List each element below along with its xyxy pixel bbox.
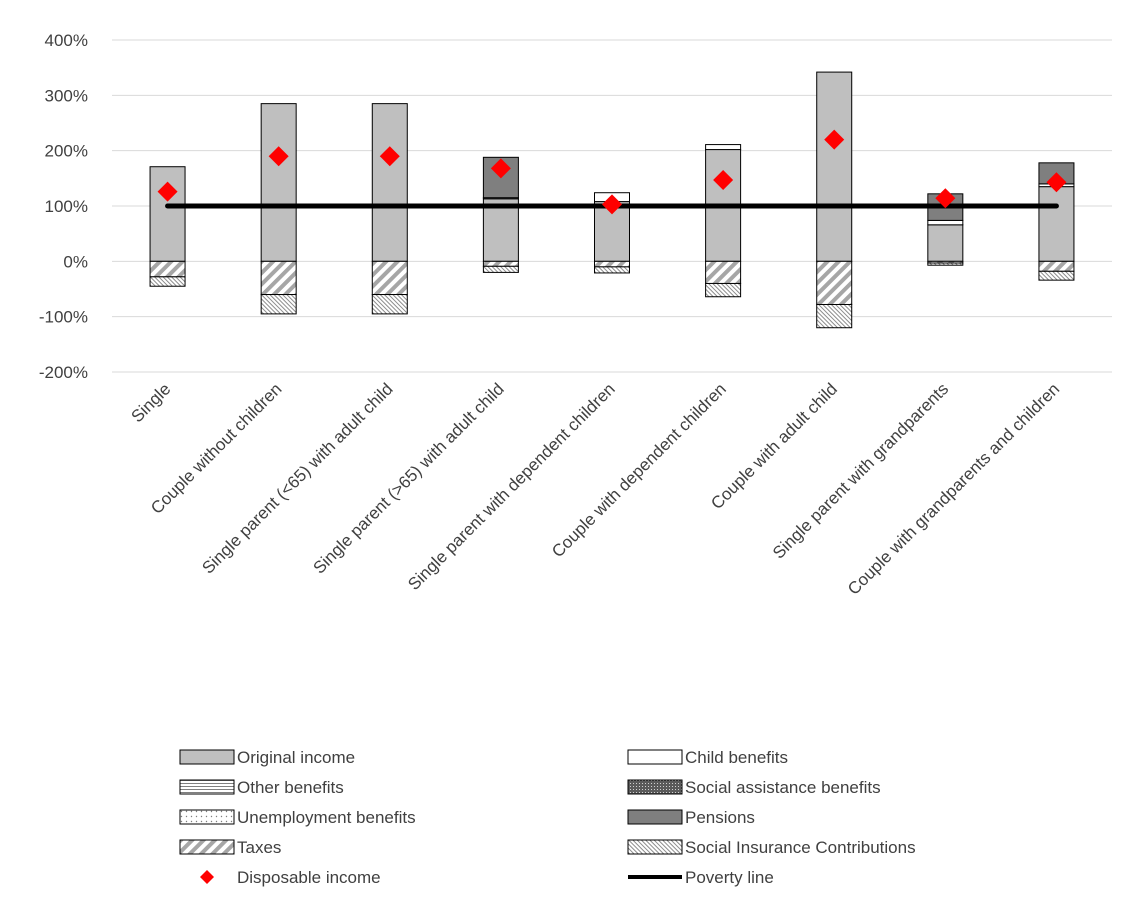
legend-swatch — [179, 809, 235, 825]
legend-item-original: Original income — [179, 748, 355, 767]
legend-swatch — [179, 749, 235, 765]
legend-swatch — [627, 749, 683, 765]
disposable-income-marker — [379, 146, 400, 167]
x-tick-label: Couple with dependent children — [548, 379, 730, 561]
y-tick-label: -100% — [39, 308, 88, 327]
bar-taxes — [1038, 260, 1075, 272]
bar-social-insurance-contributions — [149, 276, 186, 287]
legend-swatch — [179, 779, 235, 795]
legend-item-unemployment: Unemployment benefits — [179, 808, 416, 827]
disposable-income-marker — [268, 146, 289, 167]
bar-taxes — [482, 260, 519, 267]
y-tick-label: 300% — [45, 86, 88, 105]
legend-label: Original income — [237, 748, 355, 767]
bar-social-insurance-contributions — [371, 294, 408, 315]
y-tick-label: 100% — [45, 197, 88, 216]
bar-social-insurance-contributions — [594, 266, 630, 274]
legend-item-other: Other benefits — [179, 778, 344, 797]
legend-item-poverty: Poverty line — [628, 868, 774, 887]
disposable-income-marker — [824, 129, 845, 150]
bar-social-insurance-contributions — [705, 282, 742, 298]
bar-social-insurance-contributions — [260, 294, 297, 315]
bar-original-income — [927, 224, 964, 262]
legend-label: Unemployment benefits — [237, 808, 416, 827]
x-tick-label: Single parent (<65) with adult child — [198, 379, 396, 577]
legend-label: Poverty line — [685, 868, 774, 887]
y-tick-label: 200% — [45, 142, 88, 161]
bar-taxes — [260, 260, 297, 296]
bar-taxes — [371, 260, 408, 296]
disposable-income-markers — [157, 129, 1067, 215]
disposable-income-marker — [602, 194, 622, 215]
legend-item-child: Child benefits — [627, 748, 788, 767]
legend-label: Social assistance benefits — [685, 778, 881, 797]
y-axis: -200% -100% 0% 100% 200% 300% 400% — [39, 31, 88, 382]
legend-label: Pensions — [685, 808, 755, 827]
legend-item-pensions: Pensions — [627, 808, 755, 827]
bar-original-income — [149, 166, 186, 262]
legend-swatch — [200, 870, 214, 884]
legend-label: Other benefits — [237, 778, 344, 797]
bar-child-benefits — [705, 144, 742, 151]
x-tick-label: Single parent with grandparents — [769, 379, 952, 562]
bar-social-insurance-contributions — [927, 262, 964, 266]
bar-original-income — [1038, 186, 1075, 262]
y-tick-label: 0% — [63, 252, 88, 271]
bar-taxes — [149, 260, 186, 278]
legend-item-disposable: Disposable income — [200, 868, 381, 887]
legend-label: Taxes — [237, 838, 281, 857]
bar-social-insurance-contributions — [1038, 270, 1075, 281]
bar-social-insurance-contributions — [482, 265, 519, 273]
x-tick-label: Single parent with dependent children — [404, 379, 619, 594]
bar-original-income — [371, 103, 408, 262]
legend-swatch — [627, 839, 683, 855]
legend-item-taxes: Taxes — [179, 838, 281, 857]
x-tick-label: Single parent (>65) with adult child — [310, 379, 508, 577]
disposable-income-marker — [713, 169, 734, 190]
legend-item-sic: Social Insurance Contributions — [627, 838, 916, 857]
legend-swatch — [627, 809, 683, 825]
legend-label: Child benefits — [685, 748, 788, 767]
x-tick-label: Couple with adult child — [707, 379, 841, 513]
legend-swatch — [627, 779, 683, 795]
disposable-income-marker — [1046, 172, 1067, 193]
bars — [149, 71, 1075, 329]
bar-original-income — [260, 103, 297, 262]
legend: Original income Child benefits Other benef… — [179, 748, 916, 887]
legend-label: Social Insurance Contributions — [685, 838, 916, 857]
legend-item-social-assistance: Social assistance benefits — [627, 778, 881, 797]
bar-original-income — [482, 198, 519, 262]
bar-social-insurance-contributions — [816, 303, 853, 329]
x-tick-label: Couple with grandparents and children — [844, 379, 1063, 598]
disposable-income-marker — [935, 188, 956, 209]
bar-child-benefits — [927, 219, 964, 226]
bar-original-income — [816, 71, 853, 262]
x-tick-label: Single — [128, 379, 175, 426]
disposable-income-marker — [490, 158, 511, 179]
bar-taxes — [705, 260, 742, 284]
legend-label: Disposable income — [237, 868, 381, 887]
y-tick-label: 400% — [45, 31, 88, 50]
legend-swatch — [179, 839, 235, 855]
y-tick-label: -200% — [39, 363, 88, 382]
bar-taxes — [594, 260, 630, 268]
bar-taxes — [816, 260, 853, 305]
disposable-income-marker — [157, 181, 178, 202]
